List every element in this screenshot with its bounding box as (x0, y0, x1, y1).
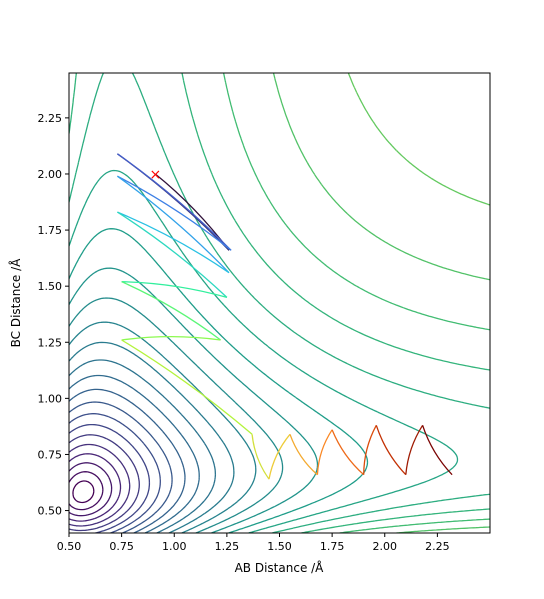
y-tick-label: 1.50 (38, 280, 63, 293)
trajectory-segment (375, 425, 407, 476)
contour-level (272, 73, 490, 533)
trajectory-segment (331, 429, 365, 476)
y-tick-label: 0.75 (38, 448, 63, 461)
trajectory-segment (117, 153, 232, 251)
y-axis-ticks: 0.50 0.75 1.00 1.25 1.50 1.75 2.00 2.25 (38, 112, 69, 518)
x-tick-label: 2.25 (425, 540, 450, 553)
trajectory-segment (405, 424, 424, 475)
contour-level (69, 471, 104, 511)
trajectory-segment (121, 339, 253, 435)
contour-level (69, 462, 113, 517)
x-axis-label: AB Distance /Å (235, 560, 325, 575)
trajectory-segment (117, 175, 232, 251)
x-tick-label: 1.50 (267, 540, 292, 553)
trajectory-segment (121, 281, 228, 299)
x-tick-label: 1.00 (162, 540, 187, 553)
contour-level (72, 480, 95, 504)
x-tick-label: 1.25 (215, 540, 240, 553)
y-tick-label: 1.75 (38, 224, 63, 237)
contour-level (69, 443, 131, 527)
x-tick-label: 1.75 (320, 540, 345, 553)
trajectory-segment (117, 211, 228, 298)
trajectory-segment (117, 211, 230, 274)
trajectory-segment (316, 429, 333, 475)
start-marker: × (149, 167, 161, 183)
trajectory-segment (363, 424, 377, 475)
contour-level (69, 453, 122, 522)
contour-level (69, 434, 140, 532)
x-axis-ticks: 0.50 0.75 1.00 1.25 1.50 1.75 2.00 2.25 (57, 533, 450, 553)
trajectory-segment (421, 425, 453, 476)
trajectory-segment (251, 434, 270, 480)
y-tick-label: 1.00 (38, 392, 63, 405)
trajectory-path (117, 153, 453, 480)
x-tick-label: 0.75 (109, 540, 134, 553)
y-tick-label: 1.25 (38, 336, 63, 349)
trajectory-segment (121, 336, 221, 341)
y-tick-label: 0.50 (38, 505, 63, 518)
trajectory-segment (268, 433, 291, 480)
contour-level (347, 73, 490, 206)
trajectory-segment (117, 175, 230, 274)
x-tick-label: 2.00 (373, 540, 398, 553)
y-tick-label: 2.00 (38, 168, 63, 181)
y-tick-label: 2.25 (38, 112, 63, 125)
plot-background (69, 73, 490, 533)
trajectory-segment (289, 434, 318, 476)
trajectory-segment (121, 281, 221, 341)
x-tick-label: 0.50 (57, 540, 82, 553)
start-marker-layer: × (149, 167, 161, 183)
y-axis-label: BC Distance /Å (8, 258, 23, 348)
